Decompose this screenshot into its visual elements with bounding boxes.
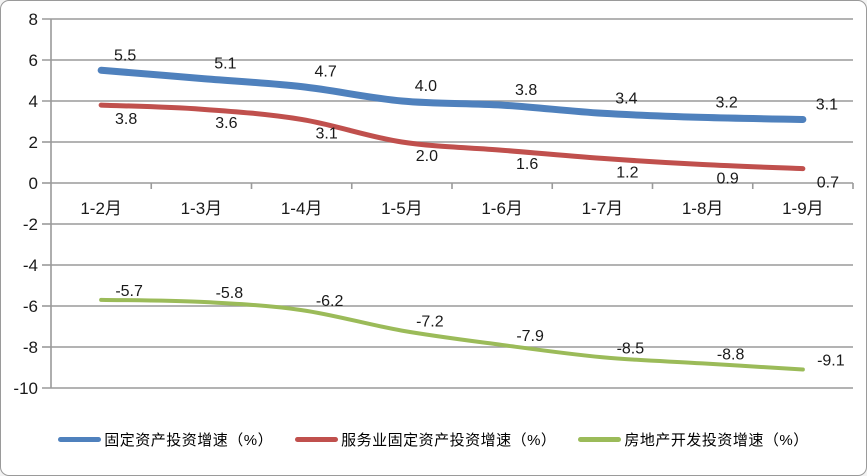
series-line-0 (97, 66, 807, 123)
data-label: 4.0 (415, 78, 437, 95)
legend-label-fixed-asset-investment: 固定资产投资增速（%） (104, 431, 274, 449)
data-label: 3.4 (615, 90, 637, 107)
y-axis-tick-label: 6 (29, 51, 38, 70)
x-axis-label: 1-5月 (381, 199, 423, 218)
data-label: -6.2 (316, 293, 344, 310)
chart-legend: 固定资产投资增速（%） 服务业固定资产投资增速（%） 房地产开发投资增速（%） (1, 423, 866, 455)
series-line-2 (99, 297, 805, 372)
legend-label-real-estate-investment: 房地产开发投资增速（%） (624, 431, 809, 449)
x-axis-label: 1-9月 (782, 199, 824, 218)
y-axis-tick-label: -2 (23, 215, 38, 234)
data-label: -9.1 (817, 353, 845, 370)
data-label: -8.5 (617, 340, 645, 357)
data-label: 3.8 (115, 111, 137, 128)
y-axis-tick-label: -10 (13, 379, 38, 398)
y-axis-tick-label: -8 (23, 338, 38, 357)
y-axis-tick-label: 0 (29, 174, 38, 193)
legend-item-service-fixed-asset-investment: 服务业固定资产投资增速（%） (295, 429, 556, 450)
legend-item-fixed-asset-investment: 固定资产投资增速（%） (58, 429, 273, 450)
legend-item-real-estate-investment: 房地产开发投资增速（%） (578, 429, 808, 450)
x-axis-label: 1-4月 (281, 199, 323, 218)
y-axis-tick-label: 2 (29, 133, 38, 152)
data-label: 5.1 (214, 55, 236, 72)
data-label: 3.6 (215, 115, 237, 132)
data-label: -8.8 (717, 346, 745, 363)
series-line-1 (98, 102, 806, 172)
y-axis-tick-label: -4 (23, 256, 38, 275)
data-label: 1.6 (516, 156, 538, 173)
data-label: 5.5 (114, 47, 136, 64)
data-label: 3.1 (316, 125, 338, 142)
y-axis-tick-label: -6 (23, 297, 38, 316)
data-label: 0.7 (817, 175, 839, 192)
x-axis-label: 1-7月 (582, 199, 624, 218)
data-label: 2.0 (416, 148, 438, 165)
legend-swatch-red-line-icon (295, 436, 339, 442)
data-label: -7.9 (516, 328, 544, 345)
data-label: 3.1 (816, 96, 838, 113)
x-axis-label: 1-8月 (682, 199, 724, 218)
data-label: -5.8 (216, 285, 244, 302)
y-axis-tick-label: 8 (29, 10, 38, 29)
data-label: 1.2 (616, 164, 638, 181)
data-label: 0.9 (717, 171, 739, 188)
legend-swatch-blue-line-icon (58, 436, 102, 442)
legend-label-service-fixed-asset-investment: 服务业固定资产投资增速（%） (341, 431, 557, 449)
data-label: -5.7 (115, 283, 143, 300)
data-label: 4.7 (315, 64, 337, 81)
y-axis-tick-label: 4 (29, 92, 38, 111)
data-label: 3.8 (515, 82, 537, 99)
x-axis-label: 1-3月 (181, 199, 223, 218)
x-axis-label: 1-2月 (80, 199, 122, 218)
legend-swatch-green-line-icon (578, 436, 622, 442)
x-axis-label: 1-6月 (481, 199, 523, 218)
data-label: -7.2 (416, 314, 444, 331)
data-label: 3.2 (716, 94, 738, 111)
